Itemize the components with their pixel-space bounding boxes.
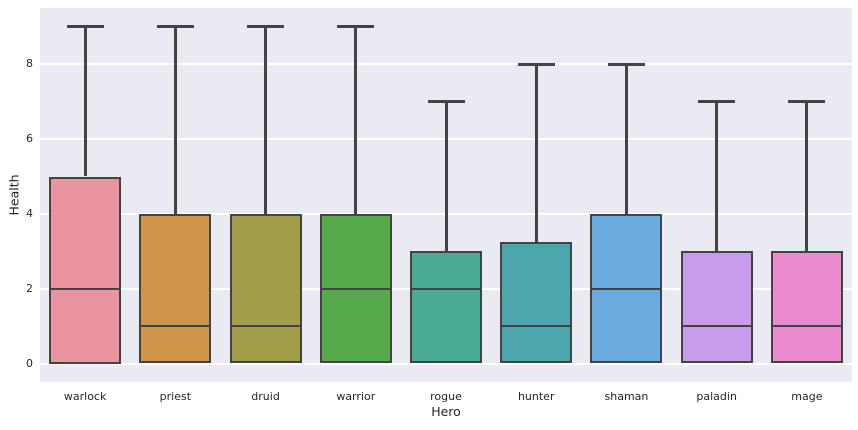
y-tick-label-2: 2	[26, 281, 33, 295]
y-tick-label-8: 8	[26, 57, 33, 71]
upper-whisker-cap-paladin	[698, 100, 736, 104]
box-mage	[770, 251, 843, 364]
upper-whisker-warrior	[354, 26, 358, 214]
x-tick-label-priest: priest	[159, 390, 192, 403]
median-line-priest	[141, 325, 210, 328]
upper-whisker-druid	[264, 26, 268, 214]
upper-whisker-rogue	[444, 101, 448, 252]
median-line-hunter	[502, 325, 571, 328]
gridline-8	[40, 63, 852, 66]
x-tick-label-warrior: warrior	[336, 390, 376, 403]
median-line-rogue	[412, 287, 480, 290]
box-paladin	[680, 251, 753, 364]
x-tick-label-rogue: rogue	[430, 390, 462, 403]
median-line-shaman	[592, 287, 661, 290]
median-line-druid	[231, 325, 300, 328]
upper-whisker-warlock	[83, 26, 87, 177]
upper-whisker-cap-druid	[247, 25, 285, 29]
upper-whisker-cap-hunter	[517, 62, 555, 66]
gridline-0	[40, 362, 852, 365]
upper-whisker-cap-priest	[156, 25, 194, 29]
upper-whisker-hunter	[534, 64, 538, 242]
median-line-paladin	[682, 325, 751, 328]
x-tick-label-mage: mage	[791, 390, 823, 403]
box-warlock	[49, 176, 122, 364]
upper-whisker-mage	[805, 101, 809, 252]
x-tick-label-paladin: paladin	[696, 390, 737, 403]
upper-whisker-cap-warlock	[66, 25, 104, 29]
upper-whisker-shaman	[624, 64, 628, 214]
box-druid	[229, 213, 302, 364]
box-priest	[139, 213, 212, 364]
x-tick-label-warlock: warlock	[63, 390, 107, 403]
box-hunter	[500, 241, 573, 364]
upper-whisker-cap-rogue	[427, 100, 465, 104]
upper-whisker-cap-mage	[788, 100, 826, 104]
y-tick-label-4: 4	[26, 206, 33, 220]
median-line-warlock	[51, 287, 120, 290]
upper-whisker-cap-shaman	[607, 62, 645, 66]
x-tick-label-druid: druid	[251, 390, 280, 403]
median-line-warrior	[321, 287, 390, 290]
y-tick-label-0: 0	[26, 356, 33, 370]
x-tick-label-hunter: hunter	[517, 390, 555, 403]
box-rogue	[410, 251, 482, 364]
x-tick-label-shaman: shaman	[604, 390, 649, 403]
upper-whisker-paladin	[715, 101, 719, 252]
x-axis-label: Hero	[431, 404, 461, 419]
upper-whisker-priest	[173, 26, 177, 214]
median-line-mage	[772, 325, 841, 328]
y-tick-label-6: 6	[26, 132, 33, 146]
upper-whisker-cap-warrior	[337, 25, 375, 29]
